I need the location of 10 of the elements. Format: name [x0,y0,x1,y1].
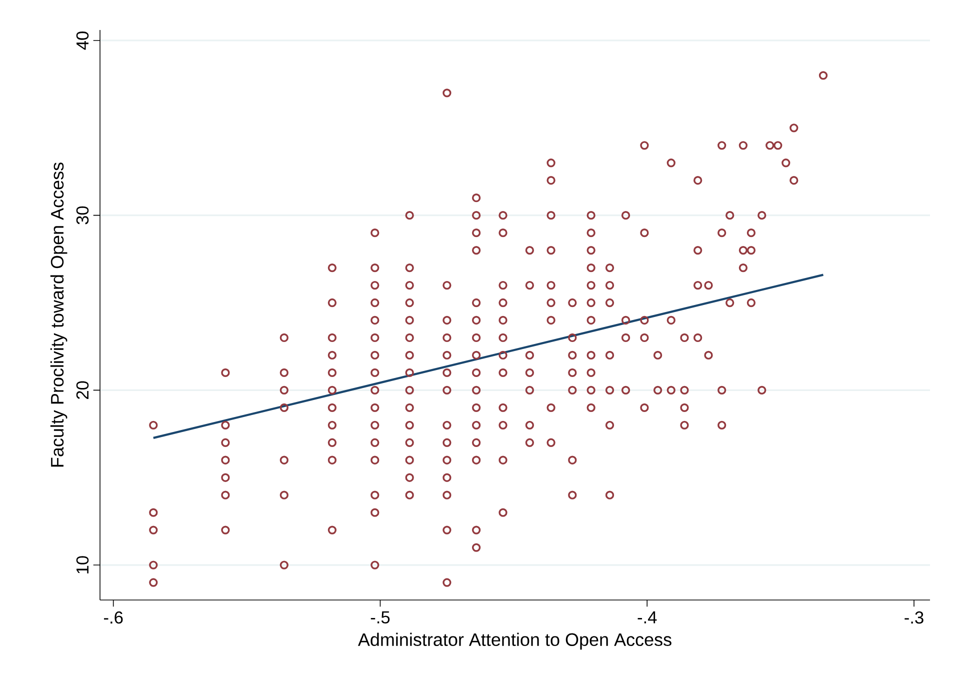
y-tick-label: 40 [76,32,89,50]
x-tick-label: -.4 [638,611,657,624]
y-axis-title: Faculty Proclivity toward Open Access [50,162,68,467]
x-tick-label: -.3 [904,611,924,624]
y-tick-label: 10 [76,556,89,574]
x-axis-title: Administrator Attention to Open Access [358,632,672,650]
y-tick-label: 30 [76,206,89,224]
x-tick-label: -.5 [370,611,390,624]
y-tick-label: 20 [76,381,89,399]
x-tick-label: -.6 [104,611,123,624]
